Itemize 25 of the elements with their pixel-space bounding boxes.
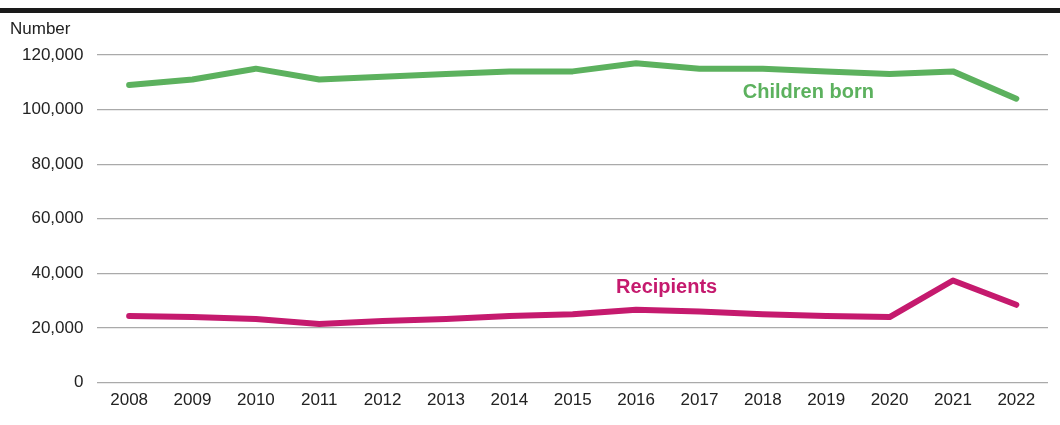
x-tick-label: 2022	[997, 390, 1036, 410]
series-label: Recipients	[616, 275, 718, 298]
x-tick-label: 2018	[743, 390, 782, 410]
x-tick-label: 2013	[427, 390, 465, 410]
y-tick-label: 80,000	[31, 153, 84, 173]
y-tick-label: 0	[73, 372, 84, 392]
x-tick-label: 2011	[300, 390, 338, 410]
x-tick-label: 2010	[236, 390, 275, 410]
x-tick-label: 2012	[363, 390, 402, 410]
y-tick-label: 40,000	[31, 263, 84, 283]
x-tick-label: 2019	[807, 390, 846, 410]
y-tick-label: 20,000	[31, 317, 84, 337]
x-tick-label: 2009	[173, 390, 212, 410]
x-tick-label: 2021	[934, 390, 972, 410]
x-tick-label: 2020	[870, 390, 909, 410]
x-tick-label: 2017	[680, 390, 719, 410]
x-tick-label: 2008	[110, 390, 149, 410]
x-tick-label: 2016	[617, 390, 656, 410]
series-label: Children born	[742, 80, 874, 103]
y-tick-label: 60,000	[31, 208, 84, 228]
x-tick-label: 2014	[490, 390, 529, 410]
y-axis-title: Number	[10, 19, 71, 39]
y-tick-label: 120,000	[22, 44, 84, 64]
x-tick-label: 2015	[553, 390, 592, 410]
y-tick-label: 100,000	[22, 99, 84, 119]
